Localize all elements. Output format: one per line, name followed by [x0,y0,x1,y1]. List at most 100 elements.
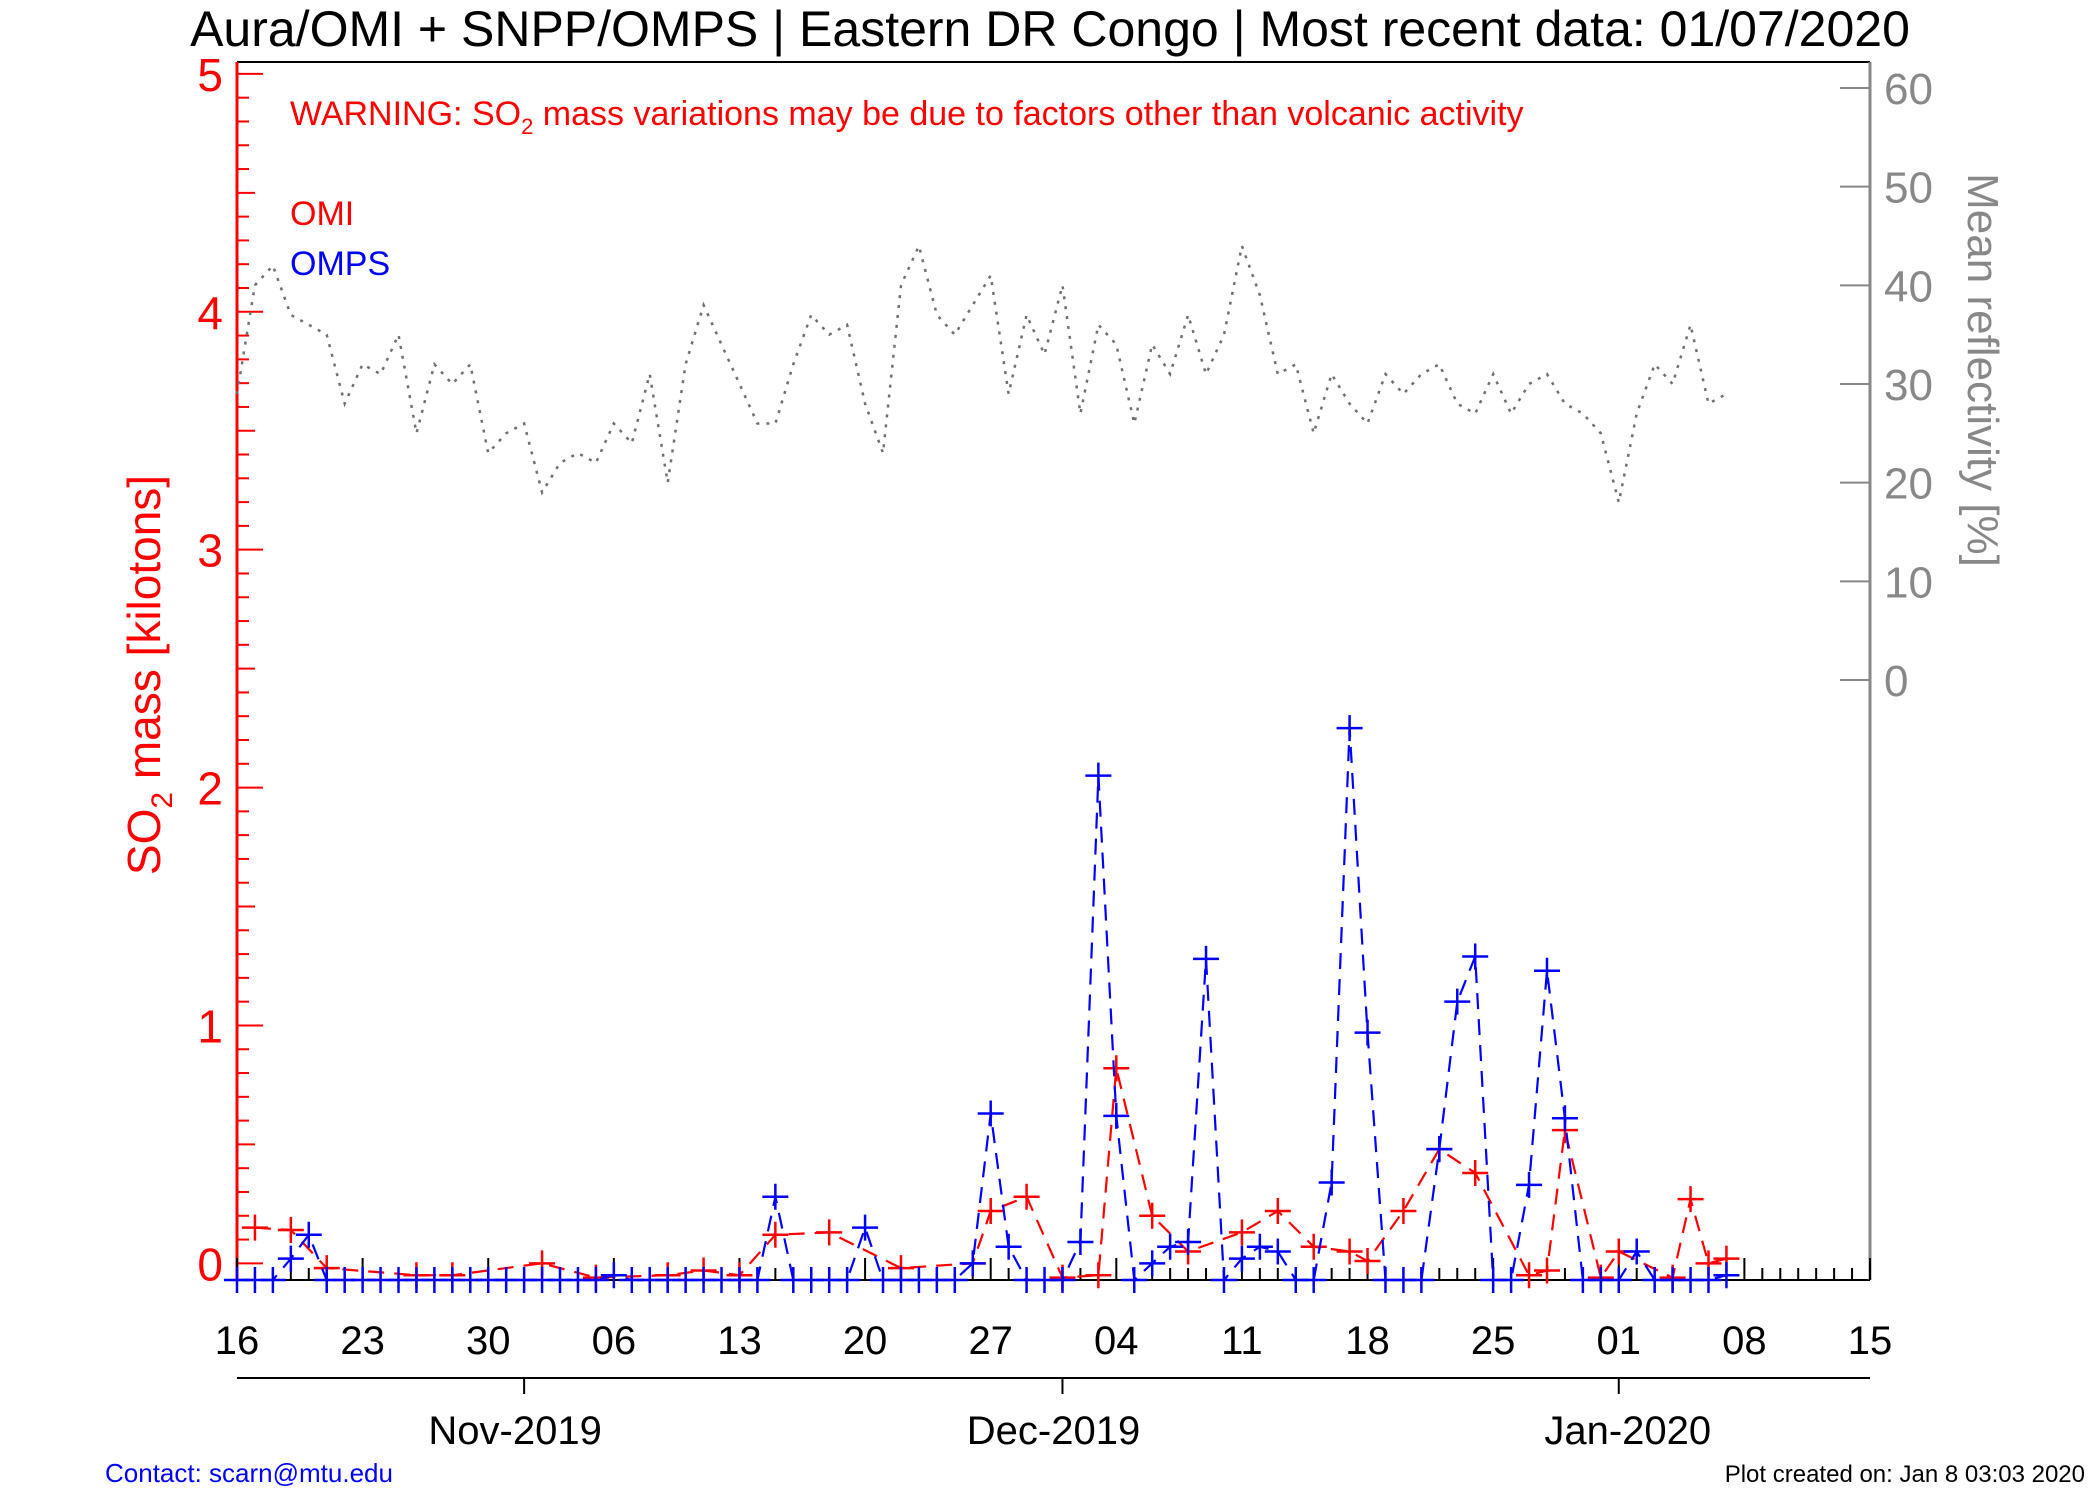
y-axis-right-label: Mean reflectivity [%] [1958,173,2007,567]
data-point [1193,945,1220,972]
right-tick-label: 50 [1884,164,1933,213]
x-tick-label: 18 [1345,1319,1390,1363]
data-point [1157,1233,1184,1260]
month-axis: Nov-2019 Dec-2019 Jan-2020 [237,1377,1870,1453]
data-point [1695,1267,1722,1293]
x-tick-label: 11 [1221,1319,1263,1363]
warning-text: WARNING: SO2 mass variations may be due … [290,95,1524,139]
data-point [959,1250,986,1277]
data-point [600,1262,627,1289]
data-point [1139,1250,1166,1277]
data-point [259,1267,286,1293]
x-tick-label: 13 [717,1319,762,1363]
month-label: Jan-2020 [1544,1409,1711,1453]
ylabel-sub: 2 [146,792,179,809]
right-tick-label: 40 [1884,262,1933,311]
data-point [1516,1262,1543,1289]
data-point [1175,1228,1202,1255]
series-line [254,1068,1727,1281]
data-point [762,1221,789,1248]
data-point [1462,943,1489,970]
data-point [1354,1247,1381,1274]
data-point [1210,1267,1237,1293]
right-tick-label: 20 [1884,460,1933,509]
chart-title: Aura/OMI + SNPP/OMPS | Eastern DR Congo … [190,1,1910,57]
data-point [834,1267,861,1293]
x-tick-label: 23 [340,1319,385,1363]
series-omps [224,715,1740,1293]
data-point [1533,1257,1560,1284]
warning-suffix: mass variations may be due to factors ot… [533,95,1523,133]
left-tick-label: 5 [197,49,223,101]
data-point [295,1221,322,1248]
data-point [1462,1159,1489,1186]
data-point [1246,1233,1273,1260]
data-point [1605,1267,1632,1293]
data-point [1408,1267,1435,1293]
data-point [1426,1136,1453,1163]
data-point [762,1183,789,1210]
month-label: Dec-2019 [967,1409,1140,1453]
data-point [941,1267,968,1293]
data-point [1085,1262,1112,1289]
data-point [1318,1169,1345,1196]
data-point [1444,988,1471,1015]
data-point [1139,1202,1166,1229]
series-omi [241,1055,1740,1291]
data-point [1228,1219,1255,1246]
x-tick-label: 04 [1094,1319,1139,1363]
x-tick-label: 16 [215,1319,260,1363]
data-point [1300,1267,1327,1293]
created-text: Plot created on: Jan 8 03:03 2020 [1725,1461,2085,1488]
data-point [977,1100,1004,1127]
series-line [235,241,1728,503]
data-point [1103,1102,1130,1129]
data-point [1049,1267,1076,1293]
data-point [1498,1267,1525,1293]
data-point [277,1245,304,1272]
data-point [1085,762,1112,789]
right-tick-label: 60 [1884,65,1933,114]
data-point [1336,715,1363,742]
data-point [977,1198,1004,1225]
data-point [1264,1198,1291,1225]
data-point [1013,1183,1040,1210]
data-point [1623,1238,1650,1265]
data-point [995,1233,1022,1260]
data-point [1713,1262,1740,1289]
y-axis-left-label: SO2 mass [kilotons] [118,475,179,875]
month-label: Nov-2019 [428,1409,601,1453]
right-axis: 0 10 20 30 40 50 60 [1840,62,1933,1280]
left-axis: 0 1 2 3 4 5 [197,49,263,1290]
data-point [1067,1228,1094,1255]
data-point [816,1219,843,1246]
right-tick-label: 10 [1884,558,1933,607]
series-line [237,728,1727,1283]
data-point [1300,1233,1327,1260]
left-tick-label: 1 [197,1000,223,1052]
data-point [1121,1267,1148,1293]
ylabel-suffix: mass [kilotons] [118,475,170,792]
data-point [1551,1105,1578,1132]
x-tick-label: 15 [1848,1319,1893,1363]
x-tick-label: 08 [1722,1319,1767,1363]
x-axis: 16 23 30 06 13 20 27 04 11 18 25 01 08 15 [215,1258,1893,1363]
data-point [1228,1245,1255,1272]
x-tick-label: 30 [466,1319,511,1363]
x-tick-label: 27 [968,1319,1013,1363]
data-point [1354,1019,1381,1046]
legend-omps: OMPS [290,245,390,283]
data-point [852,1214,879,1241]
data-point [582,1267,609,1293]
data-point [744,1267,771,1293]
legend-omi: OMI [290,195,354,233]
data-point [1677,1186,1704,1213]
data-point [1390,1198,1417,1225]
right-tick-label: 0 [1884,657,1908,706]
plot-frame [237,61,1870,1281]
ylabel-prefix: SO [118,809,170,875]
left-tick-label: 4 [197,287,223,339]
left-tick-label: 2 [197,763,223,815]
contact-text: Contact: scarn@mtu.edu [105,1458,393,1488]
